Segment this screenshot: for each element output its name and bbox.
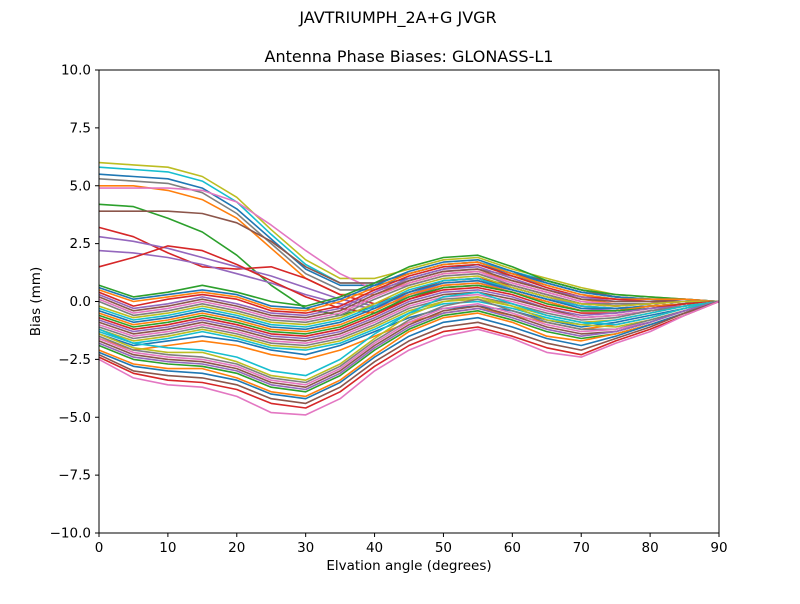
- series-line: [98, 300, 720, 391]
- x-tick-label: 0: [95, 540, 104, 556]
- y-tick-label: 7.5: [70, 120, 91, 136]
- x-tick-label: 70: [573, 540, 590, 556]
- series-line: [98, 300, 720, 409]
- x-tick-label: 40: [366, 540, 383, 556]
- series-line: [98, 293, 720, 345]
- series-line: [98, 258, 720, 310]
- series-line: [98, 284, 720, 335]
- x-tick-label: 10: [159, 540, 176, 556]
- series-line: [98, 300, 720, 386]
- series-line: [98, 268, 719, 319]
- series-line: [98, 289, 720, 340]
- x-tick-label: 50: [435, 540, 452, 556]
- x-tick-label: 20: [228, 540, 245, 556]
- y-tick-label: 2.5: [70, 236, 91, 252]
- series-line: [98, 279, 720, 331]
- x-tick-label: 60: [504, 540, 521, 556]
- x-axis-ticks: 0 10 20 30 40 50 60 70 80 90: [95, 533, 728, 556]
- series-line: [98, 296, 720, 347]
- y-tick-label: −7.5: [58, 468, 91, 484]
- y-tick-label: −2.5: [58, 352, 91, 368]
- series-line: [98, 296, 720, 382]
- y-axis-ticks: 10.0 7.5 5.0 2.5 0.0 −2.5 −5.0 −7.5 −10.0: [50, 63, 99, 542]
- axes-title: Antenna Phase Biases: GLONASS-L1: [265, 47, 554, 66]
- y-tick-label: −10.0: [50, 526, 91, 542]
- figure-title: JAVTRIUMPH_2A+G JVGR: [298, 8, 496, 28]
- x-tick-label: 90: [710, 540, 727, 556]
- series-line: [98, 291, 720, 377]
- y-tick-label: 0.0: [70, 294, 91, 310]
- x-tick-label: 30: [297, 540, 314, 556]
- series-line: [98, 300, 720, 356]
- series-line: [98, 275, 719, 326]
- y-tick-label: 10.0: [61, 63, 91, 79]
- series-lines-group: [98, 161, 720, 416]
- y-tick-label: −5.0: [58, 410, 91, 426]
- series-line: [98, 300, 720, 405]
- y-axis-label: Bias (mm): [28, 267, 44, 336]
- series-line: [98, 300, 720, 416]
- series-line: [98, 254, 720, 307]
- series-line: [98, 263, 719, 314]
- series-line: [98, 300, 720, 400]
- x-axis-label: Elvation angle (degrees): [326, 558, 491, 574]
- series-line: [98, 272, 719, 324]
- y-tick-label: 5.0: [70, 178, 91, 194]
- series-line: [98, 300, 720, 398]
- x-tick-label: 80: [642, 540, 659, 556]
